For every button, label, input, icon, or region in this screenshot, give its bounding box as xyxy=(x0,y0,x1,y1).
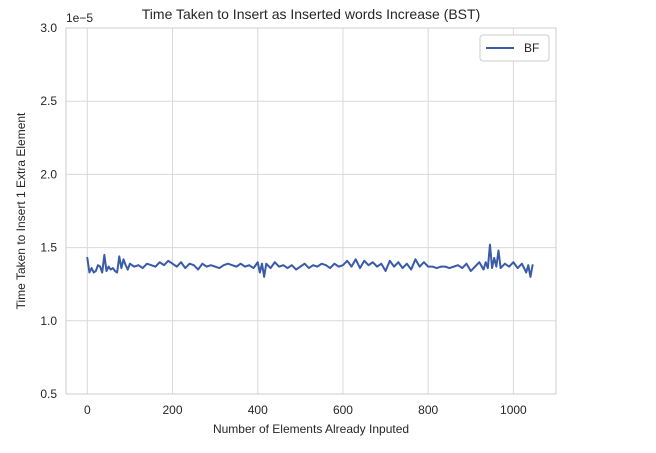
plot-frame xyxy=(65,27,557,395)
series-layer xyxy=(86,243,534,278)
y-tick-label: 2.0 xyxy=(40,167,57,181)
y-axis-label: Time Taken to Insert 1 Extra Element xyxy=(14,112,28,309)
x-tick-label: 800 xyxy=(418,403,438,417)
plot-area xyxy=(66,28,556,394)
chart-title: Time Taken to Insert as Inserted words I… xyxy=(142,6,480,22)
x-tick-label: 600 xyxy=(333,403,353,417)
x-tick-labels: 0 200 400 600 800 1000 xyxy=(84,403,527,417)
x-tick-label: 0 xyxy=(84,403,91,417)
x-tick-label: 400 xyxy=(248,403,268,417)
y-tick-label: 1.5 xyxy=(40,241,57,255)
legend-box xyxy=(479,34,550,62)
series-line-bf xyxy=(86,243,534,278)
x-tick-label: 200 xyxy=(163,403,183,417)
legend-label: BF xyxy=(524,41,539,55)
y-offset-label: 1e−5 xyxy=(66,11,93,25)
y-tick-label: 1.0 xyxy=(40,314,57,328)
y-tick-label: 2.5 xyxy=(40,94,57,108)
x-axis-label: Number of Elements Already Inputed xyxy=(213,422,409,436)
y-tick-label: 3.0 xyxy=(40,21,57,35)
x-tick-label: 1000 xyxy=(500,403,527,417)
y-tick-labels: 0.5 1.0 1.5 2.0 2.5 3.0 xyxy=(40,21,57,401)
legend: BF xyxy=(479,34,550,62)
y-tick-label: 0.5 xyxy=(40,387,57,401)
